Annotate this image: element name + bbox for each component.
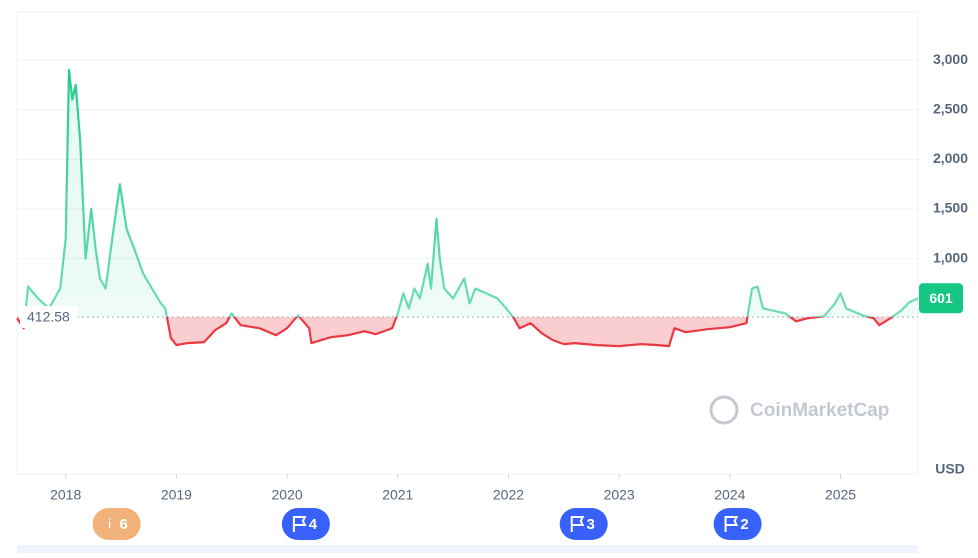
event-flag [724,516,739,532]
event-count: 2 [740,516,748,533]
range-bar [17,545,918,553]
event-count: 6 [119,516,127,533]
y-tick-label: 1,000 [933,249,968,265]
price-area [17,70,918,347]
y-tick-label: 2,000 [933,150,968,166]
event-icon: i [108,516,111,532]
event-bg [713,508,762,540]
event-badge[interactable]: 3 [559,508,608,540]
price-tag: 601 [929,290,953,306]
event-bg [92,508,141,540]
event-flag [570,516,585,532]
plot-frame [16,11,919,475]
x-tick-label: 2019 [161,487,192,503]
baseline-label-bg [20,306,78,329]
x-tick-label: 2018 [50,487,81,503]
x-tick-label: 2022 [493,487,524,503]
baseline-label: 412.58 [27,309,70,325]
event-bg [281,508,330,540]
x-tick-label: 2024 [714,487,745,503]
watermark-text: CoinMarketCap [750,400,889,421]
y-tick-label: 1,500 [933,200,968,216]
y-tick-label: 2,500 [933,100,968,116]
price-tag-bg [919,283,963,314]
event-badge[interactable]: 2 [713,508,762,540]
price-line [16,68,919,348]
y-tick-label: 3,000 [933,51,968,67]
event-badge[interactable]: 4 [281,508,330,540]
x-tick-label: 2020 [272,487,303,503]
event-bg [559,508,608,540]
unit-label: USD [935,461,965,477]
event-count: 4 [309,516,318,533]
watermark-logo [709,395,739,425]
x-tick-label: 2023 [604,487,635,503]
event-flag [292,516,307,532]
x-tick-label: 2021 [382,487,413,503]
x-tick-label: 2025 [825,487,856,503]
watermark: CoinMarketCap [709,395,889,425]
event-count: 3 [587,516,595,533]
